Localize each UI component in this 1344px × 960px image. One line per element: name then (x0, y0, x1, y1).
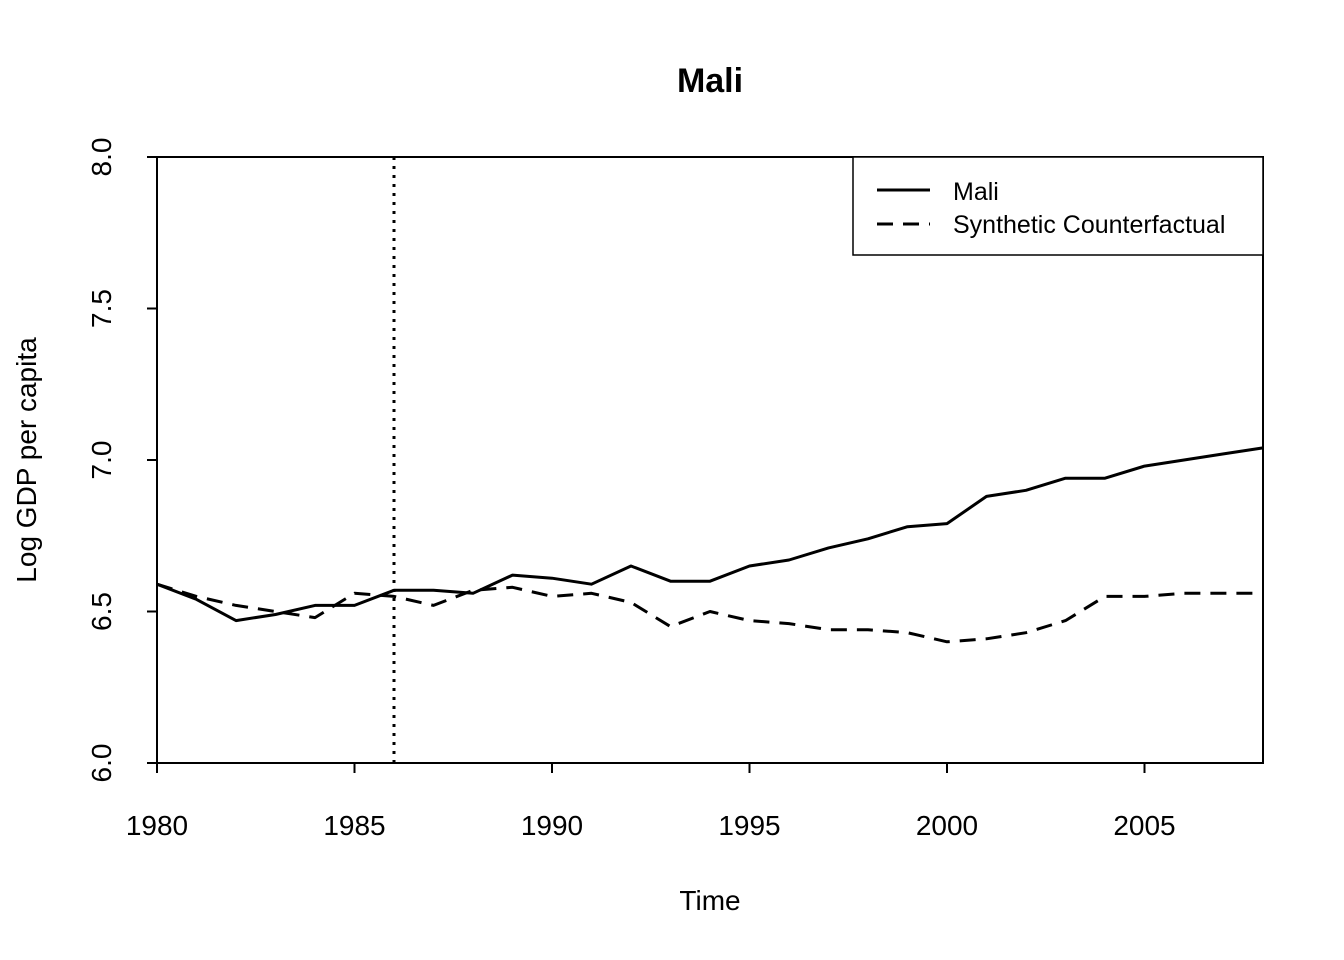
y-axis-label: Log GDP per capita (11, 337, 42, 583)
y-tick-label-7.5: 7.5 (86, 289, 117, 328)
x-tick-label-1985: 1985 (323, 810, 385, 841)
y-axis: 6.0 6.5 7.0 7.5 8.0 (86, 138, 157, 783)
series-layer (156, 446, 1264, 644)
x-tick-label-2000: 2000 (916, 810, 978, 841)
y-tick-label-7.0: 7.0 (86, 441, 117, 480)
x-tick-label-2005: 2005 (1113, 810, 1175, 841)
x-tick-label-1995: 1995 (718, 810, 780, 841)
series-line-synthetic-counterfactual (156, 582, 1263, 644)
x-axis-label: Time (679, 885, 740, 916)
x-tick-label-1990: 1990 (521, 810, 583, 841)
chart-title: Mali (677, 62, 743, 100)
y-tick-label-6.0: 6.0 (86, 744, 117, 783)
x-axis: 1980 1985 1990 1995 2000 2005 (126, 763, 1176, 841)
legend-box (852, 156, 1264, 256)
x-tick-label-1980: 1980 (126, 810, 188, 841)
legend: Mali Synthetic Counterfactual (852, 156, 1264, 256)
series-line-mali (156, 446, 1264, 623)
y-tick-label-6.5: 6.5 (86, 592, 117, 631)
legend-label-synthetic: Synthetic Counterfactual (953, 211, 1225, 239)
y-tick-label-8.0: 8.0 (86, 138, 117, 177)
legend-label-mali: Mali (953, 178, 999, 206)
